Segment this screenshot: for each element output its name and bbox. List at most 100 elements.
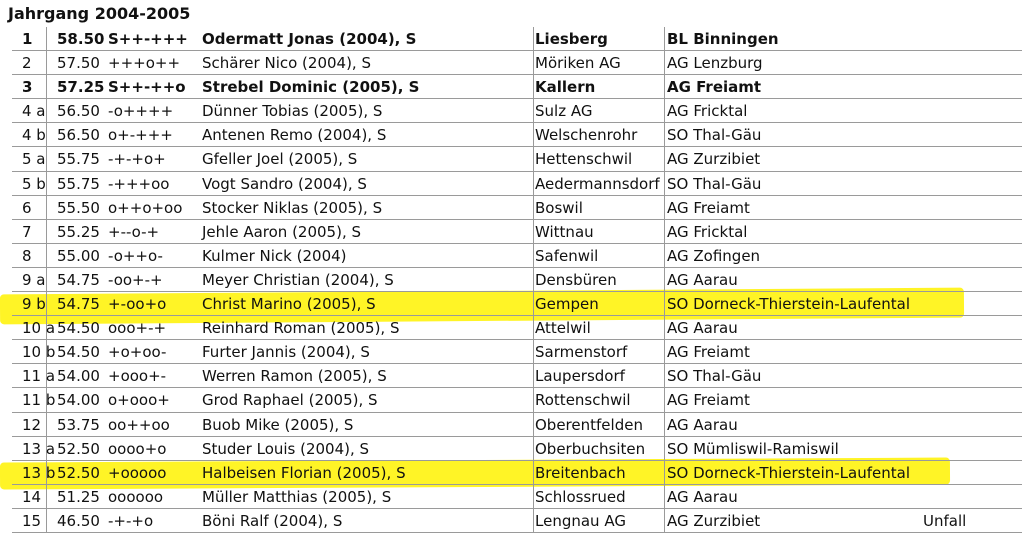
region-cell: BL Binningen [667,30,779,48]
marks-cell: o+ooo+ [108,391,170,410]
region-cell: SO Thal-Gäu [667,174,762,193]
club-place-cell: Boswil [535,198,583,217]
athlete-name-cell: Christ Marino (2005), S [202,295,376,314]
table-row: 10 b 54.50 +o+oo- Furter Jannis (2004), S Sa… [12,340,1022,365]
club-place-cell: Möriken AG [535,54,621,73]
score-cell: 56.50 [57,102,100,121]
athlete-name-cell: Meyer Christian (2004), S [202,270,394,289]
marks-cell: -+-+o+ [108,150,166,169]
table-row: 12 53.75 oo++oo Buob Mike (2005), S Oberentf… [12,413,1022,437]
marks-cell: -o++++ [108,102,174,121]
column-divider [46,27,47,533]
table-row: 7 55.25 +--o-+ Jehle Aaron (2005), S Wittnau… [12,220,1022,244]
table-row: 1 58.50 S++-+++ Odermatt Jonas (2004), S Lie… [12,27,1022,52]
table-row: 15 46.50 -+-+o Böni Ralf (2004), S Lengnau A… [12,509,1022,533]
club-place-cell: Oberbuchsiten [535,439,646,458]
marks-cell: -+++oo [108,174,170,193]
region-cell: SO Thal-Gäu [667,126,762,145]
rank-cell: 8 [22,246,32,265]
club-place-cell: Breitenbach [535,463,626,482]
score-cell: 51.25 [57,487,100,506]
club-place-cell: Welschenrohr [535,126,638,145]
rank-cell: 13 a [22,439,56,458]
marks-cell: o+-+++ [108,126,173,145]
rank-cell: 13 b [22,463,56,482]
table-row: 4 b 56.50 o+-+++ Antenen Remo (2004), S Wels… [12,123,1022,148]
region-cell: AG Zurzibiet [667,150,761,169]
athlete-name-cell: Jehle Aaron (2005), S [202,222,362,241]
rank-cell: 14 [22,487,42,506]
region-cell: AG Aarau [667,319,738,338]
table-row: 3 57.25 S++-++o Strebel Dominic (2005), S Ka… [12,75,1022,100]
score-cell: 46.50 [57,511,100,530]
athlete-name-cell: Furter Jannis (2004), S [202,343,370,362]
marks-cell: +ooo+- [108,367,167,386]
marks-cell: o++o+oo [108,198,183,217]
athlete-name-cell: Müller Matthias (2005), S [202,487,392,506]
score-cell: 54.75 [57,295,100,314]
region-cell: AG Freiamt [667,198,750,217]
athlete-name-cell: Böni Ralf (2004), S [202,511,343,530]
rank-cell: 4 a [22,102,46,121]
athlete-name-cell: Dünner Tobias (2005), S [202,102,383,121]
club-place-cell: Schlossrued [535,487,626,506]
athlete-name-cell: Buob Mike (2005), S [202,415,354,434]
marks-cell: ooo+-+ [108,319,167,338]
rank-cell: 10 a [22,319,56,338]
club-place-cell: Lengnau AG [535,511,626,530]
score-cell: 54.00 [57,367,100,386]
region-cell: SO Mümliswil-Ramiswil [667,439,839,458]
club-place-cell: Sarmenstorf [535,343,628,362]
club-place-cell: Hettenschwil [535,150,633,169]
marks-cell: +o+oo- [108,343,167,362]
score-cell: 55.00 [57,246,100,265]
athlete-name-cell: Strebel Dominic (2005), S [202,78,420,97]
marks-cell: +-oo+o [108,295,167,314]
athlete-name-cell: Gfeller Joel (2005), S [202,150,358,169]
table-row: 8 55.00 -o++o- Kulmer Nick (2004) Safenwil AG… [12,244,1022,268]
club-place-cell: Wittnau [535,222,594,241]
region-cell: AG Aarau [667,487,738,506]
athlete-name-cell: Werren Ramon (2005), S [202,367,387,386]
table-row: 6 55.50 o++o+oo Stocker Niklas (2005), S Bos… [12,196,1022,220]
club-place-cell: Laupersdorf [535,367,625,386]
marks-cell: -o++o- [108,246,163,265]
marks-cell: -+-+o [108,511,154,530]
marks-cell: -oo+-+ [108,270,163,289]
score-cell: 55.75 [57,174,100,193]
score-cell: 56.50 [57,126,100,145]
score-cell: 58.50 [57,30,105,48]
rank-cell: 7 [22,222,32,241]
region-cell: AG Aarau [667,415,738,434]
athlete-name-cell: Stocker Niklas (2005), S [202,198,383,217]
region-cell: AG Fricktal [667,222,748,241]
club-place-cell: Gempen [535,295,599,314]
rank-cell: 11 b [22,391,56,410]
score-cell: 53.75 [57,415,100,434]
region-cell: AG Freiamt [667,391,750,410]
club-place-cell: Liesberg [535,30,608,48]
score-cell: 52.50 [57,463,100,482]
region-cell: AG Aarau [667,270,738,289]
region-cell: AG Zofingen [667,246,761,265]
rank-cell: 6 [22,198,32,217]
club-place-cell: Densbüren [535,270,617,289]
table-row: 11 a 54.00 +ooo+- Werren Ramon (2005), S Lau… [12,364,1022,389]
note-cell: Unfall [923,511,967,530]
table-row: 9 b 54.75 +-oo+o Christ Marino (2005), S Gem… [12,292,1022,317]
table-row: 10 a 54.50 ooo+-+ Reinhard Roman (2005), S A… [12,316,1022,341]
region-cell: SO Dorneck-Thierstein-Laufental [667,463,910,482]
marks-cell: oooo+o [108,439,167,458]
club-place-cell: Sulz AG [535,102,593,121]
table-row: 5 a 55.75 -+-+o+ Gfeller Joel (2005), S Hett… [12,147,1022,172]
region-cell: AG Fricktal [667,102,748,121]
region-cell: AG Zurzibiet [667,511,761,530]
marks-cell: S++-++o [108,78,186,97]
table-row: 9 a 54.75 -oo+-+ Meyer Christian (2004), S D… [12,268,1022,293]
athlete-name-cell: Halbeisen Florian (2005), S [202,463,406,482]
club-place-cell: Attelwil [535,319,591,338]
table-row: 14 51.25 oooooo Müller Matthias (2005), S Sc… [12,485,1022,509]
table-row: 5 b 55.75 -+++oo Vogt Sandro (2004), S Aeder… [12,172,1022,196]
athlete-name-cell: Reinhard Roman (2005), S [202,319,400,338]
column-divider [664,27,665,533]
